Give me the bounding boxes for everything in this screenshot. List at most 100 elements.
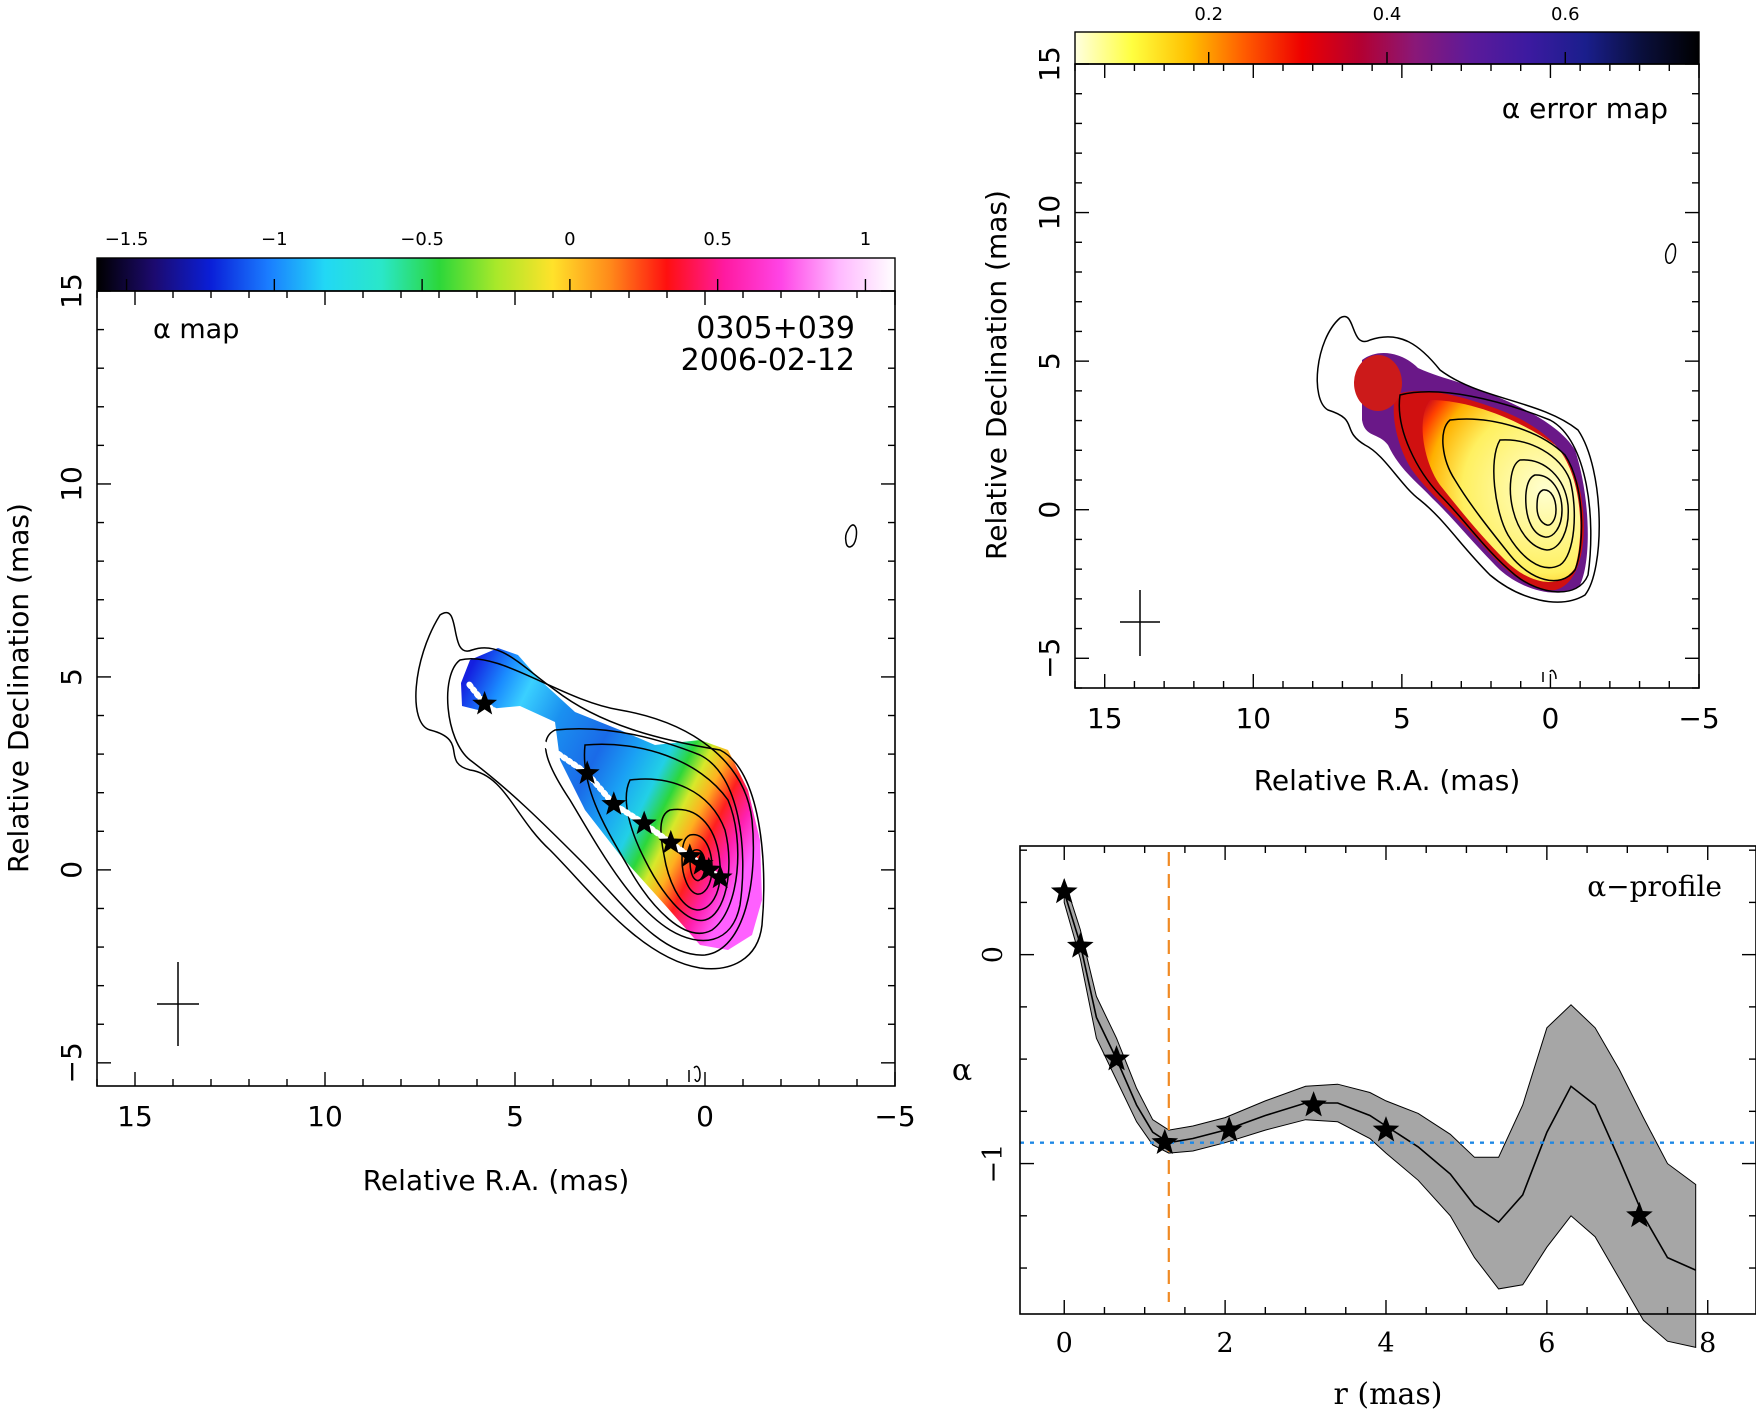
error-contour-4 bbox=[1493, 439, 1576, 569]
error-map-y-ticks: −5 0 5 10 15 bbox=[1033, 46, 1699, 689]
ridge-star bbox=[658, 829, 684, 854]
y-tick-label: −5 bbox=[1033, 638, 1066, 679]
profile-star bbox=[1372, 1116, 1400, 1142]
profile-y-tick-label: −1 bbox=[978, 1144, 1009, 1184]
error-map-xlabel: Relative R.A. (mas) bbox=[1254, 764, 1521, 797]
profile-xlabel: r (mas) bbox=[1333, 1377, 1442, 1412]
x-tick-label: 5 bbox=[1393, 702, 1411, 735]
alpha-map-label: α map bbox=[153, 314, 239, 345]
alpha-profile-plot bbox=[1020, 852, 1756, 1349]
colorbar-tick-label: 0.4 bbox=[1373, 4, 1402, 25]
alpha-map-x-ticks: 15 10 5 0 −5 bbox=[96, 291, 916, 1133]
alpha-profile-line bbox=[1063, 891, 1697, 1271]
ridge-star bbox=[601, 791, 627, 815]
error-map-image bbox=[1316, 243, 1677, 682]
profile-ylabel: α bbox=[952, 1053, 972, 1088]
profile-y-ticks: −1 0 bbox=[978, 849, 1756, 1269]
contour-2 bbox=[446, 657, 755, 956]
alpha-profile-panel: 0 2 4 6 8 −1 0 α−profile r (mas) α bbox=[952, 845, 1756, 1412]
source-name: 0305+039 bbox=[696, 311, 855, 346]
contour-3 bbox=[544, 727, 744, 942]
y-tick-label: 15 bbox=[55, 273, 88, 309]
profile-x-tick-label: 2 bbox=[1217, 1328, 1234, 1359]
colorbar-tick-label: −1 bbox=[261, 229, 288, 250]
error-contour-2 bbox=[1398, 391, 1592, 593]
profile-star bbox=[1300, 1091, 1327, 1117]
error-blob-s bbox=[1542, 669, 1557, 682]
profile-star bbox=[1626, 1201, 1653, 1228]
ridge-star bbox=[696, 856, 722, 881]
outer-contour bbox=[415, 611, 765, 970]
error-contour-6 bbox=[1525, 474, 1563, 538]
error-region-core bbox=[1422, 400, 1581, 582]
error-map-ylabel: Relative Declination (mas) bbox=[980, 190, 1013, 560]
x-tick-label: 0 bbox=[696, 1100, 714, 1133]
colorbar-tick-label: 1 bbox=[860, 229, 871, 250]
error-map-frame bbox=[1074, 63, 1700, 689]
profile-star bbox=[1050, 878, 1078, 904]
error-map-label: α error map bbox=[1502, 92, 1668, 125]
error-map-x-ticks: 15 10 5 0 −5 bbox=[1074, 64, 1720, 735]
profile-x-tick-label: 6 bbox=[1538, 1328, 1555, 1359]
alpha-colorbar bbox=[96, 257, 896, 292]
colorbar-tick-label: 0.5 bbox=[703, 229, 732, 250]
contour-4 bbox=[583, 743, 739, 934]
x-tick-label: 10 bbox=[307, 1100, 343, 1133]
ridge-star bbox=[688, 851, 714, 875]
ridge-star bbox=[472, 690, 497, 715]
x-tick-label: 0 bbox=[1542, 702, 1560, 735]
contour-blob-ne bbox=[844, 524, 858, 548]
alpha-map-image bbox=[415, 524, 858, 1083]
colorbar-tick-label: 0.6 bbox=[1551, 4, 1580, 25]
ridge-star bbox=[574, 760, 600, 784]
error-beam-cross bbox=[1120, 590, 1160, 656]
error-hotspot bbox=[1354, 355, 1402, 411]
profile-x-tick-label: 8 bbox=[1699, 1328, 1716, 1359]
y-tick-label: −5 bbox=[55, 1042, 88, 1083]
alpha-colorbar-ticks: −1.5 −1 −0.5 0 0.5 1 bbox=[105, 229, 871, 291]
ridge-star bbox=[631, 810, 657, 835]
profile-x-ticks: 0 2 4 6 8 bbox=[1056, 846, 1716, 1359]
x-tick-label: −5 bbox=[1678, 702, 1719, 735]
profile-label: α−profile bbox=[1587, 870, 1722, 903]
colorbar-tick-label: 0.2 bbox=[1194, 4, 1223, 25]
alpha-uncertainty-band bbox=[1063, 879, 1697, 1349]
error-contour-5 bbox=[1509, 459, 1569, 551]
ridge-line bbox=[466, 681, 733, 889]
contour-5 bbox=[625, 778, 730, 922]
profile-star bbox=[1103, 1045, 1130, 1071]
alpha-profile-frame bbox=[1019, 845, 1756, 1315]
ridge-star bbox=[707, 864, 733, 889]
alpha-map-ylabel: Relative Declination (mas) bbox=[2, 503, 35, 873]
profile-star bbox=[1151, 1128, 1179, 1154]
colorbar-tick-label: −0.5 bbox=[400, 229, 444, 250]
alpha-map-frame bbox=[96, 290, 896, 1087]
profile-x-tick-label: 4 bbox=[1377, 1328, 1394, 1359]
profile-star bbox=[1067, 932, 1094, 958]
error-contour-outer bbox=[1316, 315, 1600, 603]
profile-y-tick-label: 0 bbox=[978, 946, 1009, 963]
alpha-map-y-ticks: −5 0 5 10 15 bbox=[55, 273, 895, 1083]
contour-blob-s bbox=[693, 1065, 701, 1083]
y-tick-label: 5 bbox=[55, 668, 88, 686]
y-tick-label: 15 bbox=[1033, 46, 1066, 82]
colorbar-tick-label: −1.5 bbox=[105, 229, 149, 250]
beam-cross bbox=[157, 962, 199, 1046]
colorbar-tick-label: 0 bbox=[564, 229, 575, 250]
x-tick-label: 10 bbox=[1235, 702, 1271, 735]
y-tick-label: 0 bbox=[1033, 501, 1066, 519]
x-tick-label: −5 bbox=[874, 1100, 915, 1133]
x-tick-label: 15 bbox=[1087, 702, 1123, 735]
x-tick-label: 15 bbox=[117, 1100, 153, 1133]
error-colorbar-ticks: 0.2 0.4 0.6 bbox=[1194, 4, 1580, 64]
error-contour-3 bbox=[1442, 418, 1583, 582]
x-tick-label: 5 bbox=[506, 1100, 524, 1133]
y-tick-label: 0 bbox=[55, 861, 88, 879]
error-blob-ne bbox=[1664, 243, 1677, 264]
profile-star bbox=[1215, 1116, 1243, 1142]
y-tick-label: 5 bbox=[1033, 352, 1066, 370]
observation-date: 2006-02-12 bbox=[681, 343, 855, 378]
